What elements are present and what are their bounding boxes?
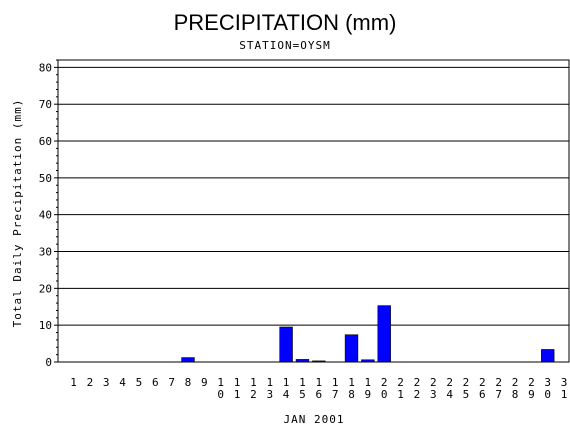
x-axis-label: JAN 2001 [284,413,345,426]
bar [361,359,375,363]
chart-title: PRECIPITATION (mm) [174,10,397,35]
x-tick-label: 1 [70,376,77,389]
y-tick-label: 40 [39,209,52,222]
y-tick-label: 50 [39,172,52,185]
x-tick-label: 7 [168,376,175,389]
x-tick-label: 2 [87,376,94,389]
y-tick-label: 80 [39,61,52,74]
x-tick-label: 6 [152,376,159,389]
x-tick-label: 4 [119,376,126,389]
x-tick-label: 5 [136,376,143,389]
bar [377,305,391,363]
y-tick-label: 70 [39,98,52,111]
y-tick-label: 10 [39,319,52,332]
bar [181,357,195,363]
bar [344,334,359,363]
x-tick-label: 9 [201,376,208,389]
y-tick-label: 20 [39,282,52,295]
y-axis-label: Total Daily Precipitation (mm) [11,99,24,328]
x-tick-label: 3 [103,376,110,389]
bar [279,326,293,363]
chart-subtitle: STATION=OYSM [239,39,330,52]
y-tick-label: 30 [39,246,52,259]
bar [541,349,555,363]
bar [295,359,310,363]
x-tick-label: 8 [185,376,192,389]
plot-frame [57,59,570,363]
y-tick-label: 0 [45,356,52,369]
bar [312,360,326,363]
y-tick-label: 60 [39,135,52,148]
